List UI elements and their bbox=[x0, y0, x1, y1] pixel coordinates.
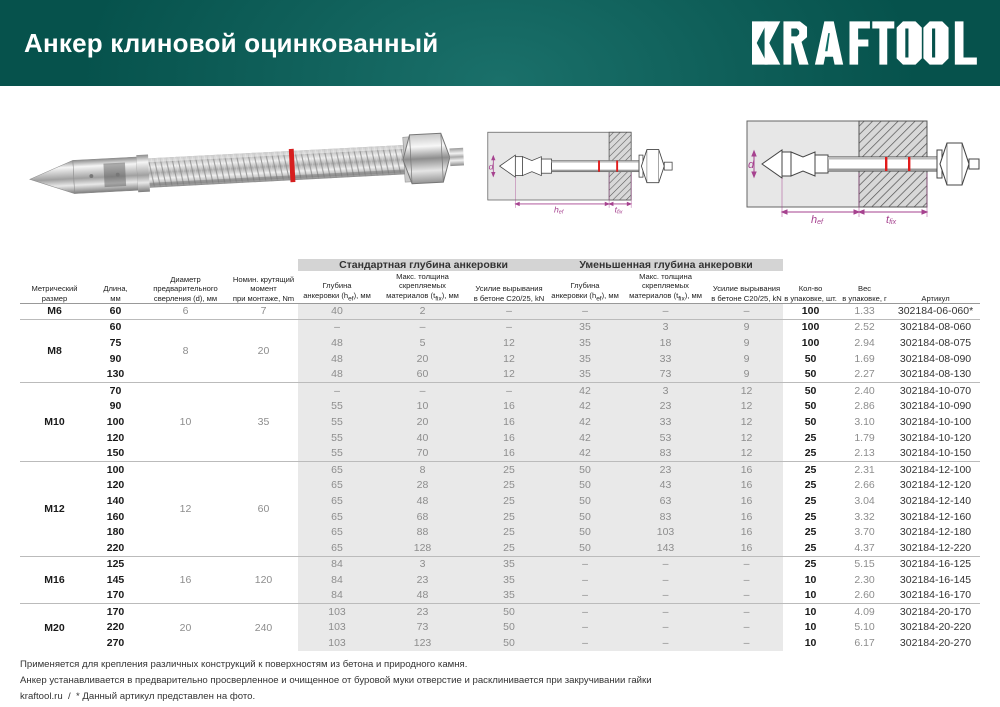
svg-text:tfix: tfix bbox=[615, 205, 623, 216]
svg-text:hef: hef bbox=[811, 214, 824, 226]
svg-text:d: d bbox=[748, 159, 755, 171]
svg-text:hef: hef bbox=[554, 205, 564, 216]
svg-text:tfix: tfix bbox=[886, 214, 897, 226]
